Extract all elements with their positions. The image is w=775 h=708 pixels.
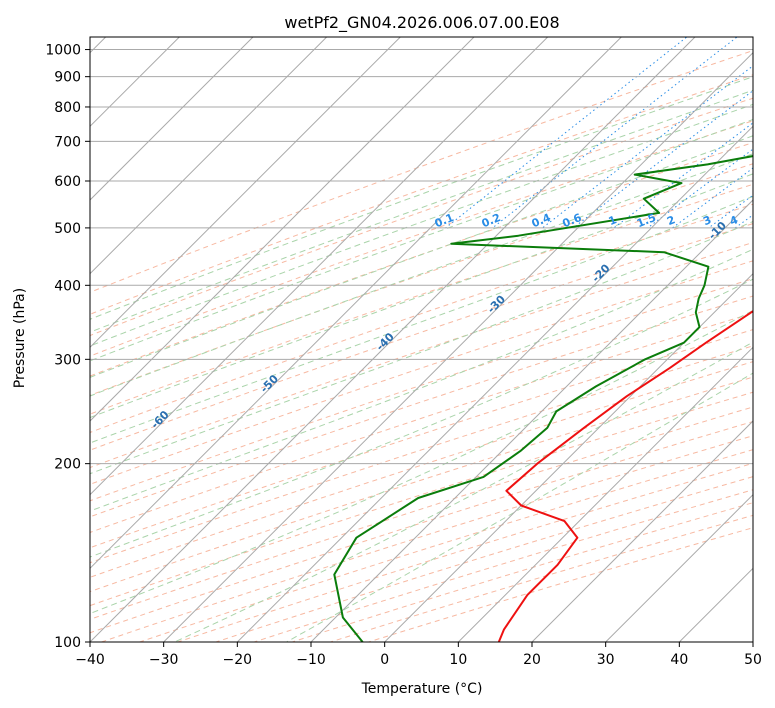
chart-background: [90, 37, 753, 642]
y-tick-label: 500: [54, 221, 81, 237]
y-tick-label: 700: [54, 134, 81, 150]
moist-adiabats: [90, 76, 753, 642]
y-tick-label: 600: [54, 174, 81, 190]
y-tick-label: 100: [54, 635, 81, 651]
mixing-ratio-line: [572, 90, 753, 229]
isotherm-line: [531, 420, 753, 642]
dry-adiabat-line: [90, 391, 753, 607]
dry-adiabat-line: [90, 183, 753, 415]
dry-adiabat-line: [90, 50, 753, 293]
x-tick-label: 50: [744, 652, 762, 668]
y-tick-label: 800: [54, 100, 81, 116]
x-tick-label: −30: [149, 652, 179, 668]
x-tick-label: 10: [449, 652, 467, 668]
y-tick-label: 900: [54, 70, 81, 86]
moist-adiabat-line: [90, 89, 753, 333]
pressure-gridlines: [90, 49, 753, 642]
dry-adiabat-line: [90, 120, 753, 357]
moist-adiabat-line: [90, 278, 753, 558]
moist-adiabat-line: [90, 195, 753, 444]
moist-adiabat-line: [90, 118, 753, 362]
isotherm-line: [90, 37, 328, 275]
y-tick-label: 200: [54, 457, 81, 473]
dry-adiabat-line: [90, 345, 753, 564]
mixing-ratio-label: 2: [665, 213, 677, 228]
dry-adiabat-line: [90, 97, 753, 337]
isotherm-line: [605, 493, 753, 642]
sounding-series: [333, 155, 753, 642]
x-tick-label: 40: [670, 652, 688, 668]
isotherm-line: [163, 51, 753, 642]
mixing-ratio-line: [613, 122, 753, 229]
x-axis-title: Temperature (°C): [361, 681, 483, 697]
x-tick-label: 0: [380, 652, 389, 668]
mixing-ratio-label: 6: [767, 213, 775, 228]
isotherm-line: [236, 125, 753, 642]
y-tick-label: 1000: [45, 43, 81, 59]
chart-axes: −40 −30 −20 −10 0 10 20 30 40 50 100 200 300 400 500 60…: [45, 36, 762, 668]
moist-adiabat-line: [90, 173, 753, 419]
y-axis-title: Pressure (hPa): [12, 288, 28, 388]
dry-adiabat-line: [90, 241, 753, 469]
moist-adiabat-line: [90, 153, 753, 397]
isotherm-line: [90, 37, 622, 570]
isotherm-line: [90, 37, 475, 422]
chart-title: wetPf2_GN04.2026.006.07.00.E08: [284, 13, 559, 33]
x-tick-label: −20: [223, 652, 253, 668]
isotherm-label: -70: [33, 449, 56, 472]
mixing-ratio-label: 1: [607, 213, 619, 228]
plot-area: [90, 37, 753, 642]
x-tick-label: −40: [75, 652, 105, 668]
isotherm-line: [457, 346, 753, 642]
x-tick-label: 20: [523, 652, 541, 668]
isotherm-line: [752, 641, 753, 642]
mixing-ratio-label: 3: [701, 213, 713, 228]
mixing-ratio-line: [445, 37, 688, 229]
x-tick-label: 30: [597, 652, 615, 668]
isotherm-line: [90, 37, 549, 496]
moist-adiabat-line: [90, 76, 753, 320]
plot-frame: [89, 36, 754, 643]
dry-adiabat-line: [90, 295, 753, 518]
isotherm-line: [90, 37, 254, 201]
isotherm-line: [310, 199, 753, 642]
dewpoint-profile-line: [333, 155, 753, 642]
isotherm-line: [90, 37, 696, 642]
mixing-ratio-lines: [445, 37, 753, 229]
y-tick-label: 400: [54, 278, 81, 294]
isotherm-line: [90, 37, 401, 349]
x-tick-label: −10: [296, 652, 326, 668]
moist-adiabat-line: [90, 248, 753, 512]
y-tick-label: 300: [54, 352, 81, 368]
temperature-profile-line: [497, 310, 753, 642]
